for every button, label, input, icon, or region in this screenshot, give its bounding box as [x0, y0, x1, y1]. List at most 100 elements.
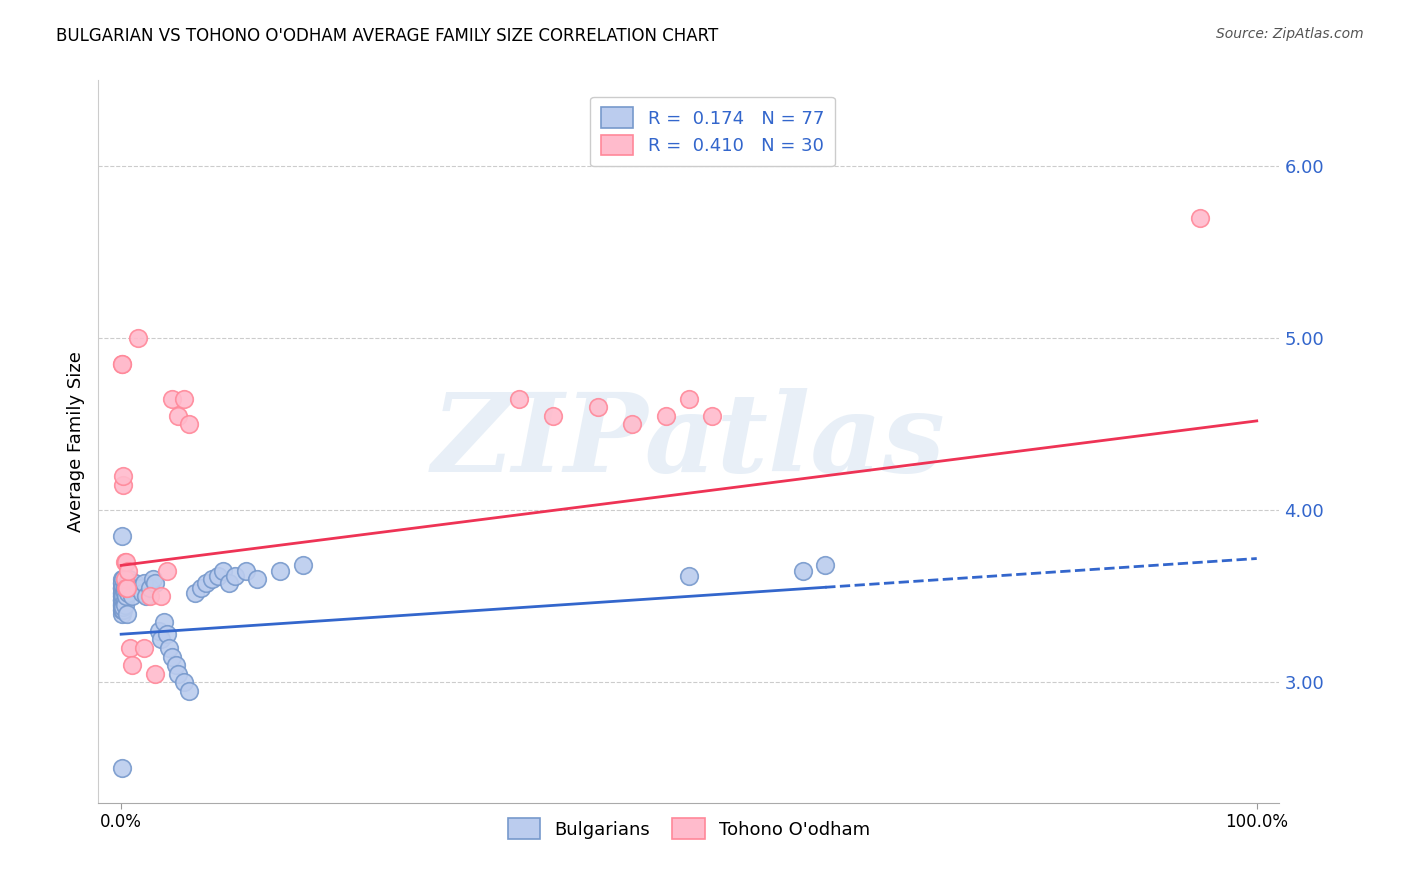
- Point: [132, 575, 155, 590]
- Legend: Bulgarians, Tohono O'odham: Bulgarians, Tohono O'odham: [499, 809, 879, 848]
- Point: [143, 575, 166, 590]
- Point: [131, 586, 153, 600]
- Point: [167, 409, 190, 423]
- Point: [111, 592, 134, 607]
- Y-axis label: Average Family Size: Average Family Size: [66, 351, 84, 532]
- Point: [114, 581, 136, 595]
- Point: [291, 558, 314, 573]
- Point: [112, 590, 135, 604]
- Point: [162, 392, 183, 406]
- Point: [120, 581, 142, 595]
- Point: [173, 675, 195, 690]
- Point: [138, 581, 160, 595]
- Point: [138, 590, 160, 604]
- Point: [121, 658, 143, 673]
- Point: [111, 586, 134, 600]
- Point: [114, 598, 136, 612]
- Point: [218, 575, 240, 590]
- Point: [112, 581, 135, 595]
- Point: [179, 684, 201, 698]
- Point: [149, 632, 172, 647]
- Point: [121, 590, 143, 604]
- Text: BULGARIAN VS TOHONO O'ODHAM AVERAGE FAMILY SIZE CORRELATION CHART: BULGARIAN VS TOHONO O'ODHAM AVERAGE FAMI…: [56, 27, 718, 45]
- Point: [153, 615, 176, 630]
- Point: [117, 586, 139, 600]
- Point: [127, 581, 149, 595]
- Point: [120, 640, 142, 655]
- Point: [112, 590, 135, 604]
- Point: [114, 581, 136, 595]
- Point: [508, 392, 530, 406]
- Point: [114, 586, 136, 600]
- Point: [111, 603, 134, 617]
- Point: [235, 564, 257, 578]
- Point: [201, 572, 224, 586]
- Point: [207, 568, 229, 582]
- Point: [111, 575, 134, 590]
- Point: [124, 575, 146, 590]
- Point: [132, 640, 155, 655]
- Point: [111, 575, 134, 590]
- Point: [111, 586, 134, 600]
- Point: [814, 558, 837, 573]
- Point: [155, 564, 177, 578]
- Point: [111, 581, 134, 595]
- Point: [111, 581, 134, 595]
- Text: Source: ZipAtlas.com: Source: ZipAtlas.com: [1216, 27, 1364, 41]
- Point: [142, 572, 165, 586]
- Point: [112, 579, 135, 593]
- Point: [111, 598, 134, 612]
- Point: [112, 477, 135, 491]
- Point: [541, 409, 564, 423]
- Point: [111, 357, 134, 371]
- Point: [111, 590, 134, 604]
- Point: [111, 581, 134, 595]
- Point: [111, 599, 134, 614]
- Point: [655, 409, 678, 423]
- Point: [114, 555, 136, 569]
- Point: [246, 572, 269, 586]
- Point: [111, 592, 134, 607]
- Point: [115, 575, 138, 590]
- Point: [114, 590, 136, 604]
- Point: [112, 586, 135, 600]
- Point: [212, 564, 235, 578]
- Point: [224, 568, 246, 582]
- Point: [114, 572, 136, 586]
- Point: [112, 469, 135, 483]
- Point: [143, 666, 166, 681]
- Point: [678, 568, 700, 582]
- Point: [792, 564, 814, 578]
- Point: [149, 590, 172, 604]
- Point: [112, 592, 135, 607]
- Point: [114, 581, 136, 595]
- Point: [678, 392, 700, 406]
- Point: [111, 572, 134, 586]
- Point: [115, 607, 138, 621]
- Point: [148, 624, 170, 638]
- Point: [114, 555, 136, 569]
- Point: [269, 564, 291, 578]
- Point: [114, 592, 136, 607]
- Point: [179, 417, 201, 432]
- Point: [111, 592, 134, 607]
- Point: [111, 596, 134, 610]
- Point: [621, 417, 644, 432]
- Point: [117, 564, 139, 578]
- Text: ZIPatlas: ZIPatlas: [432, 388, 946, 495]
- Point: [111, 607, 134, 621]
- Point: [111, 603, 134, 617]
- Point: [195, 575, 218, 590]
- Point: [1188, 211, 1211, 225]
- Point: [111, 590, 134, 604]
- Point: [111, 529, 134, 543]
- Point: [111, 357, 134, 371]
- Point: [112, 572, 135, 586]
- Point: [190, 581, 212, 595]
- Point: [127, 331, 149, 345]
- Point: [111, 761, 134, 775]
- Point: [112, 599, 135, 614]
- Point: [184, 586, 207, 600]
- Point: [155, 627, 177, 641]
- Point: [165, 658, 187, 673]
